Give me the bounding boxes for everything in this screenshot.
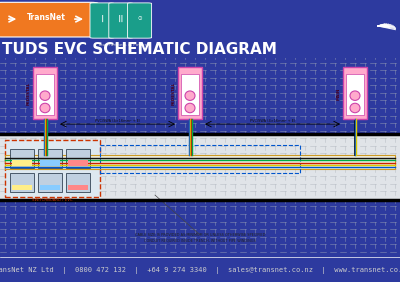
Bar <box>66 149 90 168</box>
Text: TransNet NZ Ltd  |  0800 472 132  |  +64 9 274 3340  |  sales@transnet.co.nz  | : TransNet NZ Ltd | 0800 472 132 | +64 9 2… <box>0 267 400 274</box>
Bar <box>178 67 202 119</box>
FancyBboxPatch shape <box>0 2 98 37</box>
Circle shape <box>350 103 360 113</box>
Text: Your Partners in Power: Your Partners in Power <box>98 43 146 47</box>
Text: SWITCHBOARD / EVC: SWITCHBOARD / EVC <box>32 198 73 202</box>
Text: PEDESTAL: PEDESTAL <box>27 82 31 105</box>
Text: TransNet: TransNet <box>27 13 66 22</box>
FancyBboxPatch shape <box>128 3 152 38</box>
Bar <box>343 67 367 119</box>
Text: ┃┃: ┃┃ <box>118 15 124 22</box>
Bar <box>0 134 400 200</box>
Circle shape <box>40 91 50 100</box>
Text: PVC/SWA (4×16mm² + E): PVC/SWA (4×16mm² + E) <box>95 119 140 123</box>
Text: PVC/SWA (4×16mm² + E): PVC/SWA (4×16mm² + E) <box>250 119 295 123</box>
Text: 🌿: 🌿 <box>374 14 382 29</box>
Circle shape <box>350 91 360 100</box>
Bar <box>10 149 34 168</box>
Bar <box>68 160 88 166</box>
Text: MAIN: MAIN <box>337 88 341 100</box>
Bar <box>68 185 88 190</box>
Text: CABLE SIZE IS PROVIDED AS MINIMUM OR UNLESS OTHERWISE SPECIFIED: CABLE SIZE IS PROVIDED AS MINIMUM OR UNL… <box>135 233 265 237</box>
Bar <box>181 74 199 114</box>
Bar <box>100 145 300 173</box>
Text: ⊙: ⊙ <box>137 16 142 21</box>
Bar <box>33 67 57 119</box>
FancyBboxPatch shape <box>90 3 114 38</box>
Bar <box>66 173 90 192</box>
Bar <box>36 74 54 114</box>
FancyBboxPatch shape <box>109 3 133 38</box>
Bar <box>12 185 32 190</box>
Circle shape <box>40 103 50 113</box>
Bar <box>346 74 364 114</box>
Bar <box>5 155 395 169</box>
Text: CONDUIT REQUIRED INSIDE TRENCH, WITHOUT PIPE WINDINGS: CONDUIT REQUIRED INSIDE TRENCH, WITHOUT … <box>144 239 256 243</box>
Bar <box>40 160 60 166</box>
Circle shape <box>185 91 195 100</box>
Bar <box>40 185 60 190</box>
Bar <box>10 173 34 192</box>
Bar <box>12 160 32 166</box>
Text: PEDESTAL: PEDESTAL <box>172 82 176 105</box>
Text: ┃: ┃ <box>100 15 104 22</box>
Bar <box>38 149 62 168</box>
Bar <box>38 173 62 192</box>
Text: TUDS EVC SCHEMATIC DIAGRAM: TUDS EVC SCHEMATIC DIAGRAM <box>2 42 277 57</box>
Circle shape <box>185 103 195 113</box>
Bar <box>5 140 100 197</box>
